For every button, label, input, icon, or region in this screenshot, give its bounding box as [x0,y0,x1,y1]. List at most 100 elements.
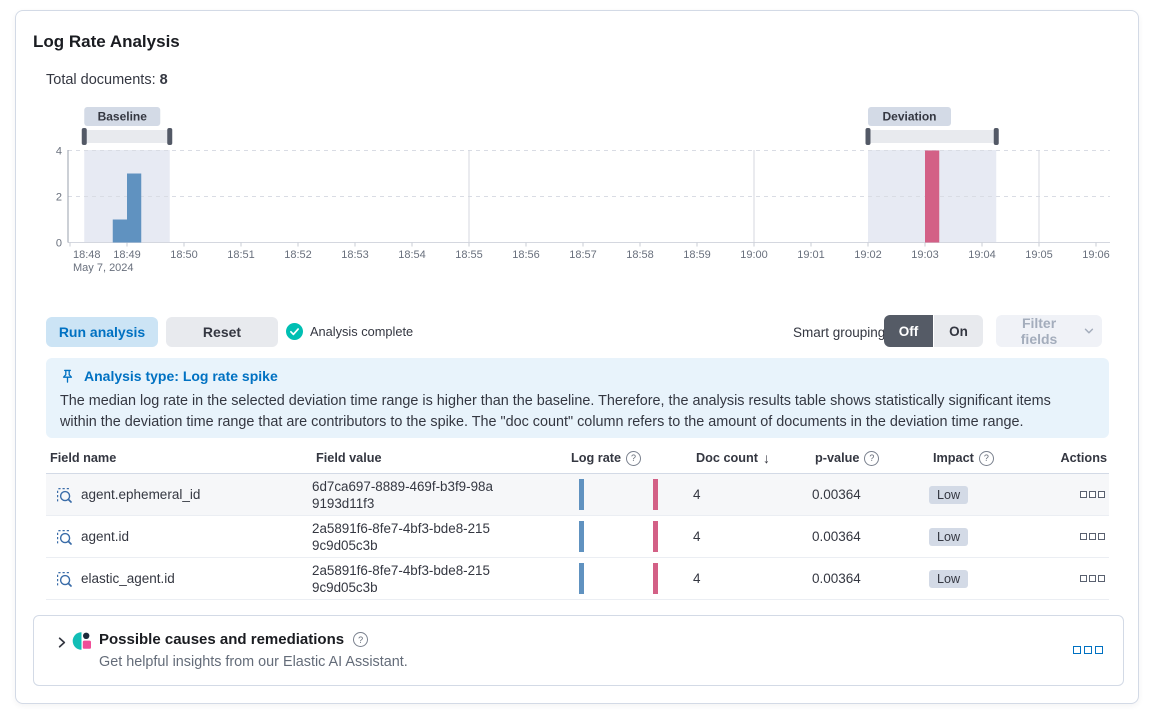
filter-fields-button[interactable]: Filter fields [996,315,1102,347]
field-value: 6d7ca697-8889-469f-b3f9-98a9193d11f3 [312,478,493,511]
run-analysis-button[interactable]: Run analysis [46,317,158,347]
elastic-ai-assistant-icon [72,632,91,650]
field-name: agent.id [81,529,130,544]
field-value: 2a5891f6-8fe7-4bf3-bde8-2159c9d05c3b [312,520,490,553]
callout-body: The median log rate in the selected devi… [60,393,1051,430]
analysis-status-text: Analysis complete [310,324,414,339]
sort-desc-icon: ↓ [763,450,771,466]
table-row: elastic_agent.id 2a5891f6-8fe7-4bf3-bde8… [46,558,1109,600]
deviation-mini-bar [653,521,658,552]
causes-help-icon[interactable]: ? [353,632,369,647]
x-tick-label: 18:58 [626,249,654,261]
p-value-value: 0.00364 [812,529,861,544]
field-name: agent.ephemeral_id [81,487,201,502]
filter-field-icon[interactable] [55,570,73,588]
smart-grouping-on-button[interactable]: On [934,315,983,347]
deviation-brush-handle[interactable] [993,128,999,145]
log-rate-sparkline [573,563,659,594]
row-actions-button[interactable] [1080,491,1105,498]
baseline-badge [84,107,161,126]
log-rate-analysis-panel [15,10,1139,704]
chevron-down-icon [1084,328,1094,334]
log-rate-histogram[interactable]: Baseline Deviation 18:48 18:49 18:50 18:51 18:… [0,100,1155,278]
baseline-mini-bar [579,521,584,552]
analysis-results-table: Field name Field value Log rate? Doc cou… [46,446,1109,600]
impact-badge: Low [929,569,969,588]
x-tick-label: 18:50 [170,249,198,261]
table-row: agent.id 2a5891f6-8fe7-4bf3-bde8-2159c9d… [46,516,1109,558]
analysis-type-callout: Analysis type: Log rate spike The median… [46,358,1109,438]
deviation-badge [868,107,951,126]
column-header-p-value[interactable]: p-value? [811,450,929,466]
deviation-brush-handle[interactable] [865,128,871,145]
column-header-log-rate[interactable]: Log rate? [567,450,692,466]
impact-info-icon: ? [978,450,994,466]
y-tick-label: 0 [56,238,62,250]
chevron-right-icon[interactable] [54,635,69,650]
field-name: elastic_agent.id [81,571,175,586]
filter-field-icon[interactable] [55,486,73,504]
page-title: Log Rate Analysis [33,32,180,51]
deviation-mini-bar [653,563,658,594]
log-rate-sparkline [573,479,659,510]
x-tick-label: 19:06 [1082,249,1110,261]
x-tick-label: 18:51 [227,249,255,261]
deviation-badge-label: Deviation [882,110,936,124]
smart-grouping-off-button[interactable]: Off [884,315,933,347]
y-tick-label: 4 [56,146,62,158]
causes-panel-title: Possible causes and remediations [99,631,345,648]
deviation-brush[interactable] [868,130,997,143]
filter-field-icon[interactable] [55,528,73,546]
y-tick-label: 2 [56,192,62,204]
p-value-info-icon: ? [864,450,880,466]
column-header-field-value[interactable]: Field value [316,451,382,465]
x-axis-date-label: May 7, 2024 [73,262,134,274]
impact-badge: Low [929,527,969,546]
baseline-bar [112,219,127,243]
causes-panel-subtitle: Get helpful insights from our Elastic AI… [99,654,408,670]
reset-button[interactable]: Reset [166,317,278,347]
x-tick-label: 19:04 [968,249,996,261]
possible-causes-panel[interactable]: Possible causes and remediations ? Get h… [33,615,1124,686]
baseline-brush[interactable] [84,130,170,143]
baseline-brush-handle[interactable] [81,128,87,145]
field-value: 2a5891f6-8fe7-4bf3-bde8-2159c9d05c3b [312,562,490,595]
x-tick-label: 18:59 [683,249,711,261]
total-documents-label: Total documents: [46,72,156,88]
smart-grouping-toggle: Off On [884,315,983,347]
impact-badge: Low [929,485,969,504]
x-tick-label: 18:49 [113,249,141,261]
row-actions-button[interactable] [1080,533,1105,540]
column-header-field-name[interactable]: Field name [50,451,117,465]
x-tick-label: 18:52 [284,249,312,261]
column-header-impact[interactable]: Impact? [929,450,1061,466]
x-tick-label: 19:05 [1025,249,1053,261]
deviation-bar [925,150,940,243]
x-tick-label: 18:55 [455,249,483,261]
x-tick-label: 18:57 [569,249,597,261]
analysis-status: Analysis complete [286,323,413,340]
filter-fields-label: Filter fields [1020,315,1058,347]
column-header-actions: Actions [1060,451,1107,465]
baseline-badge-label: Baseline [98,110,148,124]
table-body: agent.ephemeral_id 6d7ca697-8889-469f-b3… [46,474,1109,600]
total-documents-value: 8 [159,72,168,88]
row-actions-button[interactable] [1080,575,1105,582]
x-tick-label: 18:48 [73,249,101,261]
doc-count-value: 4 [693,529,701,544]
baseline-brush-handle[interactable] [167,128,173,145]
table-row: agent.ephemeral_id 6d7ca697-8889-469f-b3… [46,474,1109,516]
table-header-row: Field name Field value Log rate? Doc cou… [46,446,1109,474]
smart-grouping-label: Smart grouping [793,325,886,340]
x-tick-label: 18:56 [512,249,540,261]
x-tick-label: 18:53 [341,249,369,261]
log-rate-sparkline [573,521,659,552]
baseline-mini-bar [579,479,584,510]
total-documents: Total documents: 8 [46,72,168,88]
baseline-bar [127,173,142,243]
x-tick-label: 18:54 [398,249,426,261]
baseline-mini-bar [579,563,584,594]
column-header-doc-count[interactable]: Doc count ↓ [696,450,771,466]
causes-panel-menu-button[interactable] [1073,646,1103,654]
p-value-value: 0.00364 [812,571,861,586]
